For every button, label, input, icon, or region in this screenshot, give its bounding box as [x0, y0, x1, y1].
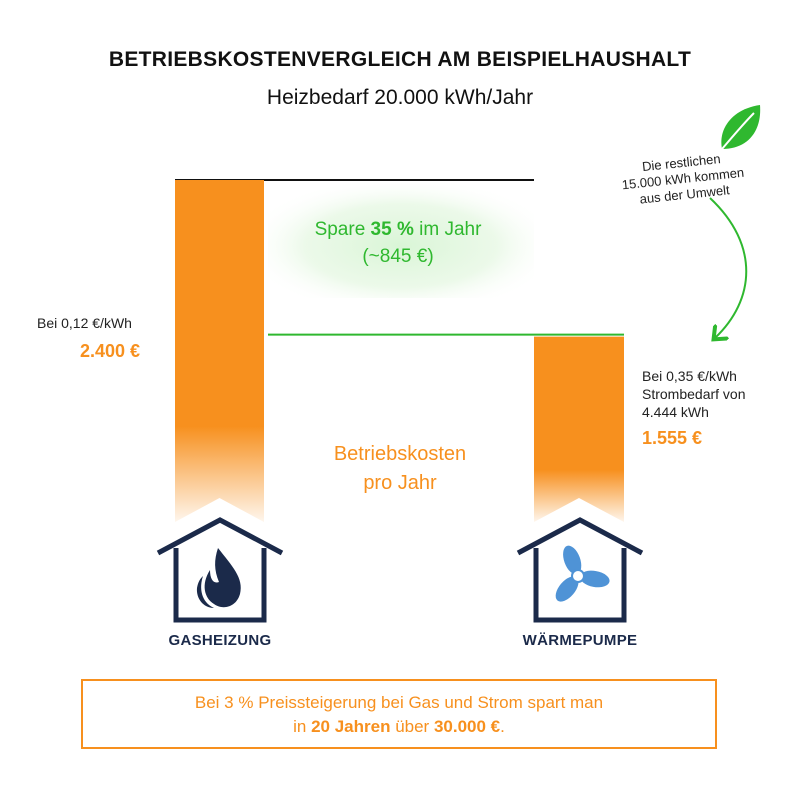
- operating-costs-label: Betriebskosten pro Jahr: [290, 440, 510, 498]
- savings-percent: 35 %: [370, 219, 414, 240]
- fan-icon: [555, 545, 610, 602]
- heatpump-demand-line2: 4.444 kWh: [642, 404, 709, 420]
- savings-suffix: im Jahr: [413, 219, 482, 240]
- house-gas-icon: [156, 517, 284, 623]
- heatpump-price-label: Bei 0,35 €/kWh Strombedarf von 4.444 kWh: [642, 367, 746, 421]
- flame-icon: [196, 548, 241, 608]
- heatpump-demand-line1: Strombedarf von: [642, 386, 746, 402]
- operating-costs-line2: pro Jahr: [363, 472, 437, 494]
- environment-arrow: [709, 197, 748, 338]
- footer-line2: in 20 Jahren über 30.000 €.: [83, 715, 715, 739]
- footer-note: Bei 3 % Preissteigerung bei Gas und Stro…: [81, 679, 717, 749]
- gas-value-label: 2.400 €: [80, 341, 141, 361]
- savings-amount: (~845 €): [362, 246, 434, 267]
- page-subtitle: Heizbedarf 20.000 kWh/Jahr: [266, 86, 534, 109]
- bar-waermepumpe: [534, 336, 624, 522]
- category-label-gas: GASHEIZUNG: [168, 632, 272, 649]
- page-title: BETRIEBSKOSTENVERGLEICH AM BEISPIELHAUSH…: [108, 48, 692, 71]
- category-label-heatpump: WÄRMEPUMPE: [522, 632, 638, 649]
- gas-price-label: Bei 0,12 €/kWh: [37, 315, 132, 331]
- savings-highlight: [268, 182, 534, 298]
- operating-costs-line1: Betriebskosten: [333, 443, 467, 465]
- heatpump-value-label: 1.555 €: [642, 428, 703, 448]
- savings-line1: Spare 35 % im Jahr: [268, 216, 528, 243]
- footer-years: 20 Jahren: [311, 717, 391, 736]
- footer-mid: über: [390, 717, 434, 736]
- footer-suffix: .: [500, 717, 505, 736]
- savings-callout: Spare 35 % im Jahr (~845 €): [268, 216, 528, 270]
- bar-gasheizung: [175, 180, 264, 522]
- house-heatpump-icon: [516, 517, 644, 623]
- footer-line1: Bei 3 % Preissteigerung bei Gas und Stro…: [194, 693, 604, 712]
- footer-prefix: in: [293, 717, 312, 736]
- savings-prefix: Spare: [314, 219, 371, 240]
- heatpump-price-rate: Bei 0,35 €/kWh: [642, 368, 737, 384]
- leaf-icon: [721, 105, 761, 150]
- footer-amount: 30.000 €: [433, 717, 501, 736]
